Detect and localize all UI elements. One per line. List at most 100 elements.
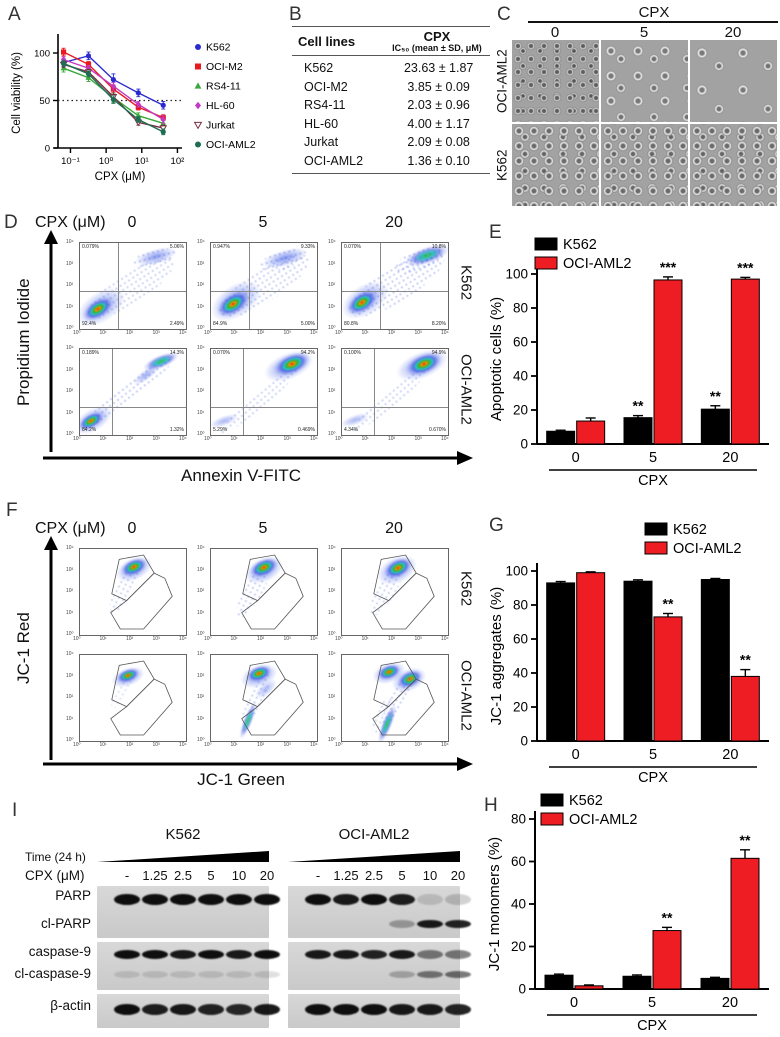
bar-K562: [700, 579, 730, 742]
flow-plot: [210, 654, 318, 742]
flow-y-tick: 10⁰: [66, 431, 74, 437]
category-label: 0: [572, 450, 580, 466]
y-tick-label: 60: [513, 632, 528, 647]
lane-dose-label: 20: [259, 868, 275, 883]
blot-group-oci: OCI-AML2: [338, 826, 410, 843]
flow-x-tick: 10³: [283, 330, 291, 336]
flow-y-tick: 10⁴: [66, 545, 74, 551]
cell-line-name: K562: [304, 61, 334, 76]
quadrant-pct-ur: 94.9%: [431, 350, 446, 356]
protein-band: [417, 920, 443, 928]
quadrant-pct-ll: 84.2%: [82, 427, 97, 433]
flow-y-tick: 10⁰: [66, 631, 74, 637]
y-tick-label: 20: [511, 939, 526, 954]
bar-K562: [622, 975, 652, 990]
protein-band: [226, 1004, 252, 1015]
protein-band: [389, 971, 415, 978]
protein-band: [114, 1004, 140, 1015]
legend-label: RS4-11: [206, 81, 241, 93]
marker: [195, 63, 201, 70]
flow-y-tick: 10⁰: [328, 631, 336, 637]
flow-y-tick: 10²: [197, 694, 205, 700]
flow-x-tick: 10¹: [361, 636, 369, 642]
y-tick-label: 60: [513, 335, 528, 350]
protein-band: [254, 950, 280, 959]
quadrant-pct-ll: 4.34%: [344, 427, 359, 433]
legend-label: K562: [206, 42, 231, 54]
lane-dose-label: 5: [207, 868, 215, 883]
col-header-cpx: CPX IC₅₀ (mean ± SD, μM): [384, 30, 490, 53]
table-row: K562 23.63 ± 1.87: [292, 59, 490, 78]
flow-x-tick: 10²: [257, 330, 265, 336]
protein-band: [333, 950, 359, 959]
table-row: OCI-M2 3.85 ± 0.09: [292, 78, 490, 97]
flow-x-tick: 10¹: [230, 330, 238, 336]
panel-d-label: D: [4, 212, 18, 233]
panel-d-dose-5: 5: [258, 214, 268, 231]
quadrant-pct-lr: 8.20%: [431, 321, 446, 327]
y-axis-label: Apoptotic cells (%): [488, 297, 505, 421]
legend-label: OCI-M2: [206, 61, 243, 73]
panel-d-xlabel: Annexin V-FITC: [181, 466, 301, 485]
flow-y-tick: 10²: [197, 388, 205, 394]
flow-y-tick: 10¹: [328, 609, 336, 616]
flow-x-tick: 10³: [152, 636, 160, 642]
ic50-value: 23.63 ± 1.87: [403, 61, 474, 76]
x-tick-label: 10¹: [135, 156, 149, 167]
flow-y-tick: 10¹: [66, 715, 74, 722]
ic50-value: 4.00 ± 1.17: [407, 116, 470, 131]
flow-y-tick: 10¹: [328, 409, 336, 416]
quadrant-hline: [211, 291, 317, 292]
flow-x-tick: 10²: [257, 636, 265, 642]
flow-y-tick: 10³: [328, 260, 336, 267]
panel-c-dose-0: 0: [550, 24, 560, 41]
flow-y-tick: 10¹: [197, 409, 205, 416]
flow-x-tick: 10¹: [99, 636, 107, 642]
protein-band: [170, 971, 196, 978]
gate-polygon: [111, 554, 155, 602]
x-tick-label: 10⁻¹: [61, 156, 80, 167]
flow-x-tick: 10²: [126, 436, 134, 442]
legend-swatch: [540, 812, 564, 826]
flow-y-tick: 10⁰: [328, 431, 336, 437]
y-tick-label: 80: [511, 812, 526, 827]
bar-K562: [700, 408, 730, 445]
protein-band: [361, 950, 387, 959]
protein-band: [142, 1004, 168, 1015]
gate-overlay: [372, 660, 435, 736]
flow-y-tick: 10⁴: [197, 651, 205, 657]
quadrant-pct-ul: 0.070%: [213, 350, 230, 356]
protein-band: [305, 950, 331, 959]
protein-band: [389, 894, 415, 905]
x-axis-label: CPX: [638, 770, 668, 786]
lane-dose-label: 10: [231, 868, 247, 883]
y-axis-arrow: [44, 536, 58, 760]
table-bottom-rule: [292, 173, 490, 175]
ic50-value: 1.36 ± 0.10: [407, 153, 470, 168]
legend-label: HL-60: [206, 100, 235, 112]
panel-c-row-k562: K562: [494, 149, 510, 181]
ic50-table: Cell lines CPX IC₅₀ (mean ± SD, μM) K562…: [292, 26, 490, 175]
quadrant-pct-lr: 0.670%: [429, 427, 446, 433]
protein-band: [417, 971, 443, 978]
protein-label-clcasp9: cl-caspase-9: [14, 966, 91, 981]
protein-band: [254, 971, 280, 978]
legend-swatch: [534, 256, 558, 270]
protein-band: [417, 950, 443, 959]
flow-plot: 0.070% 10.8% 80.8% 8.20%: [341, 242, 449, 330]
bar-K562: [623, 580, 653, 742]
significance-label: **: [740, 652, 751, 668]
flow-plot: [79, 548, 187, 636]
gate-overlay: [110, 554, 173, 630]
marker: [195, 101, 201, 110]
y-axis-label: Cell viability (%): [11, 52, 23, 134]
flow-y-tick: 10³: [66, 366, 74, 373]
flow-y-tick: 10⁰: [197, 737, 205, 743]
quadrant-pct-ll: 80.8%: [344, 321, 359, 327]
flow-x-tick: 10⁴: [310, 436, 318, 442]
gate-polygon: [242, 660, 286, 708]
flow-plot: [341, 654, 449, 742]
micrograph-k562-20: [690, 124, 777, 206]
protein-band: [389, 920, 415, 928]
